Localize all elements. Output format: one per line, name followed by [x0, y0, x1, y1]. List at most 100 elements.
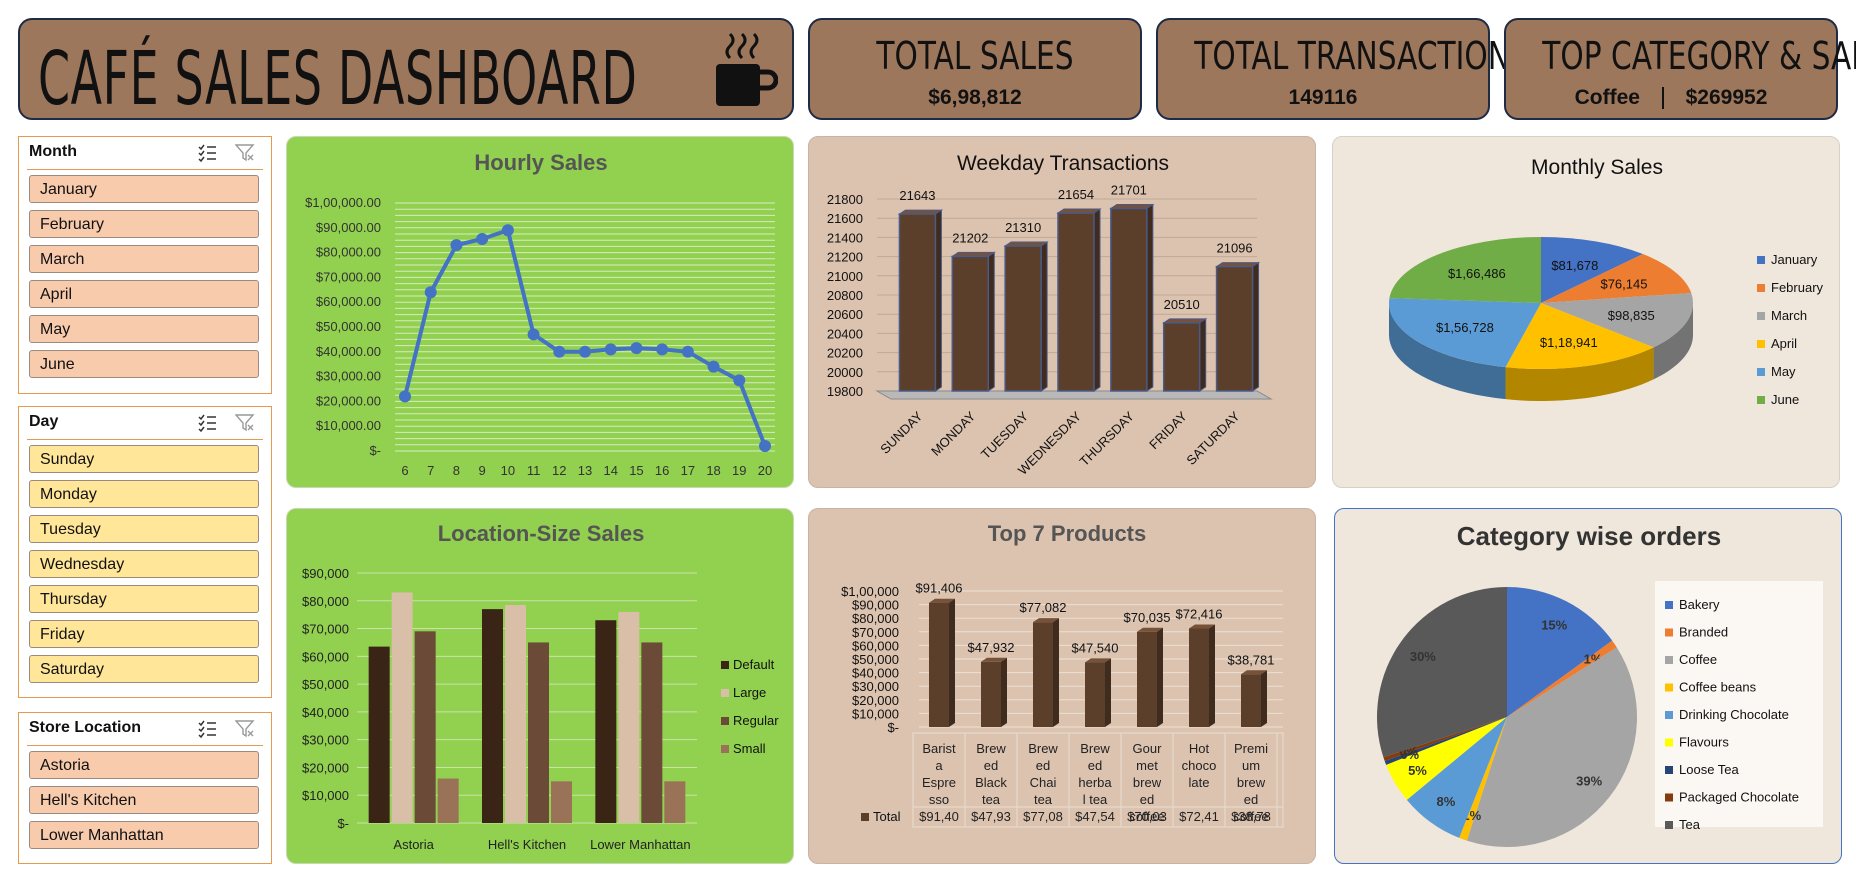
bar: [641, 642, 663, 823]
kpi-divider: [1661, 87, 1664, 110]
data-point: [604, 343, 617, 356]
data-label: 39%: [1576, 774, 1602, 789]
data-label: 21096: [1216, 241, 1252, 256]
y-tick-label: $20,000: [302, 760, 349, 775]
slicer-item-wednesday[interactable]: Wednesday: [29, 550, 259, 578]
category-label-line: coffee: [1129, 809, 1164, 824]
legend-label: May: [1771, 364, 1796, 379]
x-tick-label: 14: [603, 463, 617, 478]
slicer-item-hell-s-kitchen[interactable]: Hell's Kitchen: [29, 786, 259, 814]
y-tick-label: $70,000: [302, 622, 349, 637]
category-label-line: met: [1136, 758, 1158, 773]
bar: [981, 661, 1001, 727]
legend-label: Branded: [1679, 625, 1728, 640]
x-tick-label: FRIDAY: [1146, 408, 1190, 452]
y-tick-label: $60,000: [302, 649, 349, 664]
y-tick-label: 20800: [827, 288, 863, 303]
pie-slice: [1507, 640, 1617, 717]
pie-side: [1505, 347, 1654, 401]
clear-filter-icon[interactable]: [235, 143, 255, 163]
legend-label: Drinking Chocolate: [1679, 707, 1789, 722]
category-label-line: ed: [1244, 792, 1258, 807]
bar-side: [1040, 241, 1048, 392]
bar-side: [1199, 317, 1207, 392]
day-slicer: Day Sunday Monday Tuesday Wednesday Thursday…: [18, 406, 272, 698]
y-tick-label: $-: [369, 443, 381, 458]
category-label-line: Hot: [1189, 741, 1210, 756]
slicer-item-monday[interactable]: Monday: [29, 480, 259, 508]
y-tick-label: 20400: [827, 326, 863, 341]
slicer-item-february[interactable]: February: [29, 210, 259, 238]
slicer-item-may[interactable]: May: [29, 315, 259, 343]
category-label-line: ed: [984, 758, 998, 773]
bar: [1241, 674, 1261, 727]
category-label-line: choco: [1182, 758, 1217, 773]
kpi-top-category: TOP CATEGORY & SALE Coffee $269952: [1504, 18, 1856, 120]
legend-label: Packaged Chocolate: [1679, 790, 1799, 805]
slicer-item-sunday[interactable]: Sunday: [29, 445, 259, 473]
category-label-line: Brew: [1028, 741, 1058, 756]
bar-top: [929, 598, 955, 603]
multi-select-icon[interactable]: [197, 143, 217, 163]
y-tick-label: $40,000: [852, 666, 899, 681]
data-label: $47,932: [968, 640, 1015, 655]
y-tick-label: $40,000.00: [316, 344, 381, 359]
y-tick-label: $10,000: [302, 788, 349, 803]
x-tick-label: 7: [427, 463, 434, 478]
slicer-item-april[interactable]: April: [29, 280, 259, 308]
clear-filter-icon[interactable]: [235, 413, 255, 433]
x-tick-label: 12: [552, 463, 566, 478]
bar: [391, 592, 413, 823]
top-products-panel: Top 7 Products $- $10,000 $20,000 $30,000 $40…: [808, 508, 1316, 864]
data-label: $1,56,728: [1436, 320, 1494, 335]
location-size-panel: Location-Size Sales $- $10,000 $20,000 $30,0…: [286, 508, 794, 864]
clear-filter-icon[interactable]: [235, 719, 255, 739]
slicer-item-january[interactable]: January: [29, 175, 259, 203]
slicer-item-saturday[interactable]: Saturday: [29, 655, 259, 683]
kpi-category: Coffee: [1574, 86, 1640, 109]
bar-side: [1001, 657, 1007, 727]
legend-swatch: [1665, 711, 1673, 719]
y-tick-label: $10,000: [852, 706, 899, 721]
bar-side: [1209, 624, 1215, 727]
y-tick-label: $-: [337, 816, 349, 831]
y-tick-label: $30,000: [852, 679, 899, 694]
multi-select-icon[interactable]: [197, 719, 217, 739]
kpi-value: $6,98,812: [928, 86, 1022, 109]
slicer-item-friday[interactable]: Friday: [29, 620, 259, 648]
table-value: $70,03: [1127, 809, 1167, 824]
y-tick-label: 20200: [827, 346, 863, 361]
slicer-divider: [27, 169, 263, 170]
category-label-line: tea: [1034, 792, 1053, 807]
data-point: [733, 374, 746, 387]
y-tick-label: $-: [887, 720, 899, 735]
legend-swatch: [1757, 256, 1765, 264]
pie-slice: [1389, 298, 1541, 368]
slicer-item-thursday[interactable]: Thursday: [29, 585, 259, 613]
y-tick-label: 21400: [827, 230, 863, 245]
y-tick-label: 21200: [827, 250, 863, 265]
y-tick-label: $50,000: [302, 677, 349, 692]
table-row-label: Total: [873, 809, 901, 824]
bar: [1162, 322, 1201, 392]
data-label: $98,835: [1608, 308, 1655, 323]
category-label-line: brew: [1237, 775, 1266, 790]
multi-select-icon[interactable]: [197, 413, 217, 433]
y-tick-label: 21000: [827, 269, 863, 284]
slicer-item-lower-manhattan[interactable]: Lower Manhattan: [29, 821, 259, 849]
top-products-chart: Top 7 Products $-$10,000$20,000$30,000$40…: [841, 521, 1284, 828]
slicer-item-june[interactable]: June: [29, 350, 259, 378]
bar-side: [1157, 627, 1163, 727]
category-label-line: ed: [1036, 758, 1050, 773]
bar-side: [1105, 658, 1111, 727]
y-tick-label: $20,000.00: [316, 393, 381, 408]
pie-slice: [1377, 587, 1507, 758]
y-tick-label: 21800: [827, 192, 863, 207]
data-label: $47,540: [1072, 640, 1119, 655]
slicer-item-astoria[interactable]: Astoria: [29, 751, 259, 779]
x-tick-label: Lower Manhattan: [590, 837, 690, 852]
data-point: [450, 239, 463, 252]
chart-title: Category wise orders: [1457, 521, 1721, 551]
slicer-item-tuesday[interactable]: Tuesday: [29, 515, 259, 543]
slicer-item-march[interactable]: March: [29, 245, 259, 273]
